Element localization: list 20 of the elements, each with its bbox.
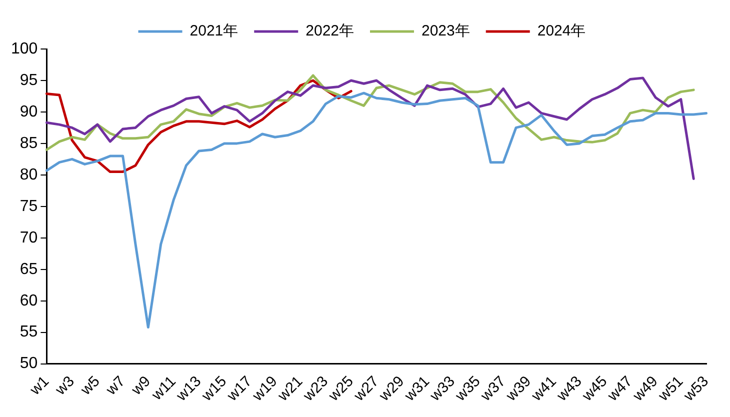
legend-label: 2023年: [422, 22, 470, 40]
x-tick-label: w1: [26, 372, 52, 400]
x-tick-label: w7: [102, 372, 129, 400]
y-tick-label: 50: [20, 355, 38, 372]
y-tick-label: 100: [10, 40, 38, 58]
y-tick-label: 65: [20, 260, 38, 278]
y-tick-label: 95: [20, 72, 38, 89]
x-tick-label: w5: [76, 372, 104, 400]
y-tick-label: 70: [20, 229, 38, 246]
y-tick-label: 55: [20, 324, 38, 341]
legend-label: 2022年: [306, 22, 354, 40]
y-tick-label: 75: [20, 198, 38, 215]
legend-label: 2021年: [190, 22, 238, 40]
y-tick-label: 85: [20, 134, 38, 152]
y-tick-label: 60: [20, 292, 38, 310]
legend-label: 2024年: [537, 22, 586, 40]
x-tick-label: w9: [128, 372, 154, 400]
x-tick-label: w3: [52, 372, 78, 400]
y-tick-label: 90: [20, 103, 38, 120]
y-tick-label: 80: [20, 166, 38, 184]
